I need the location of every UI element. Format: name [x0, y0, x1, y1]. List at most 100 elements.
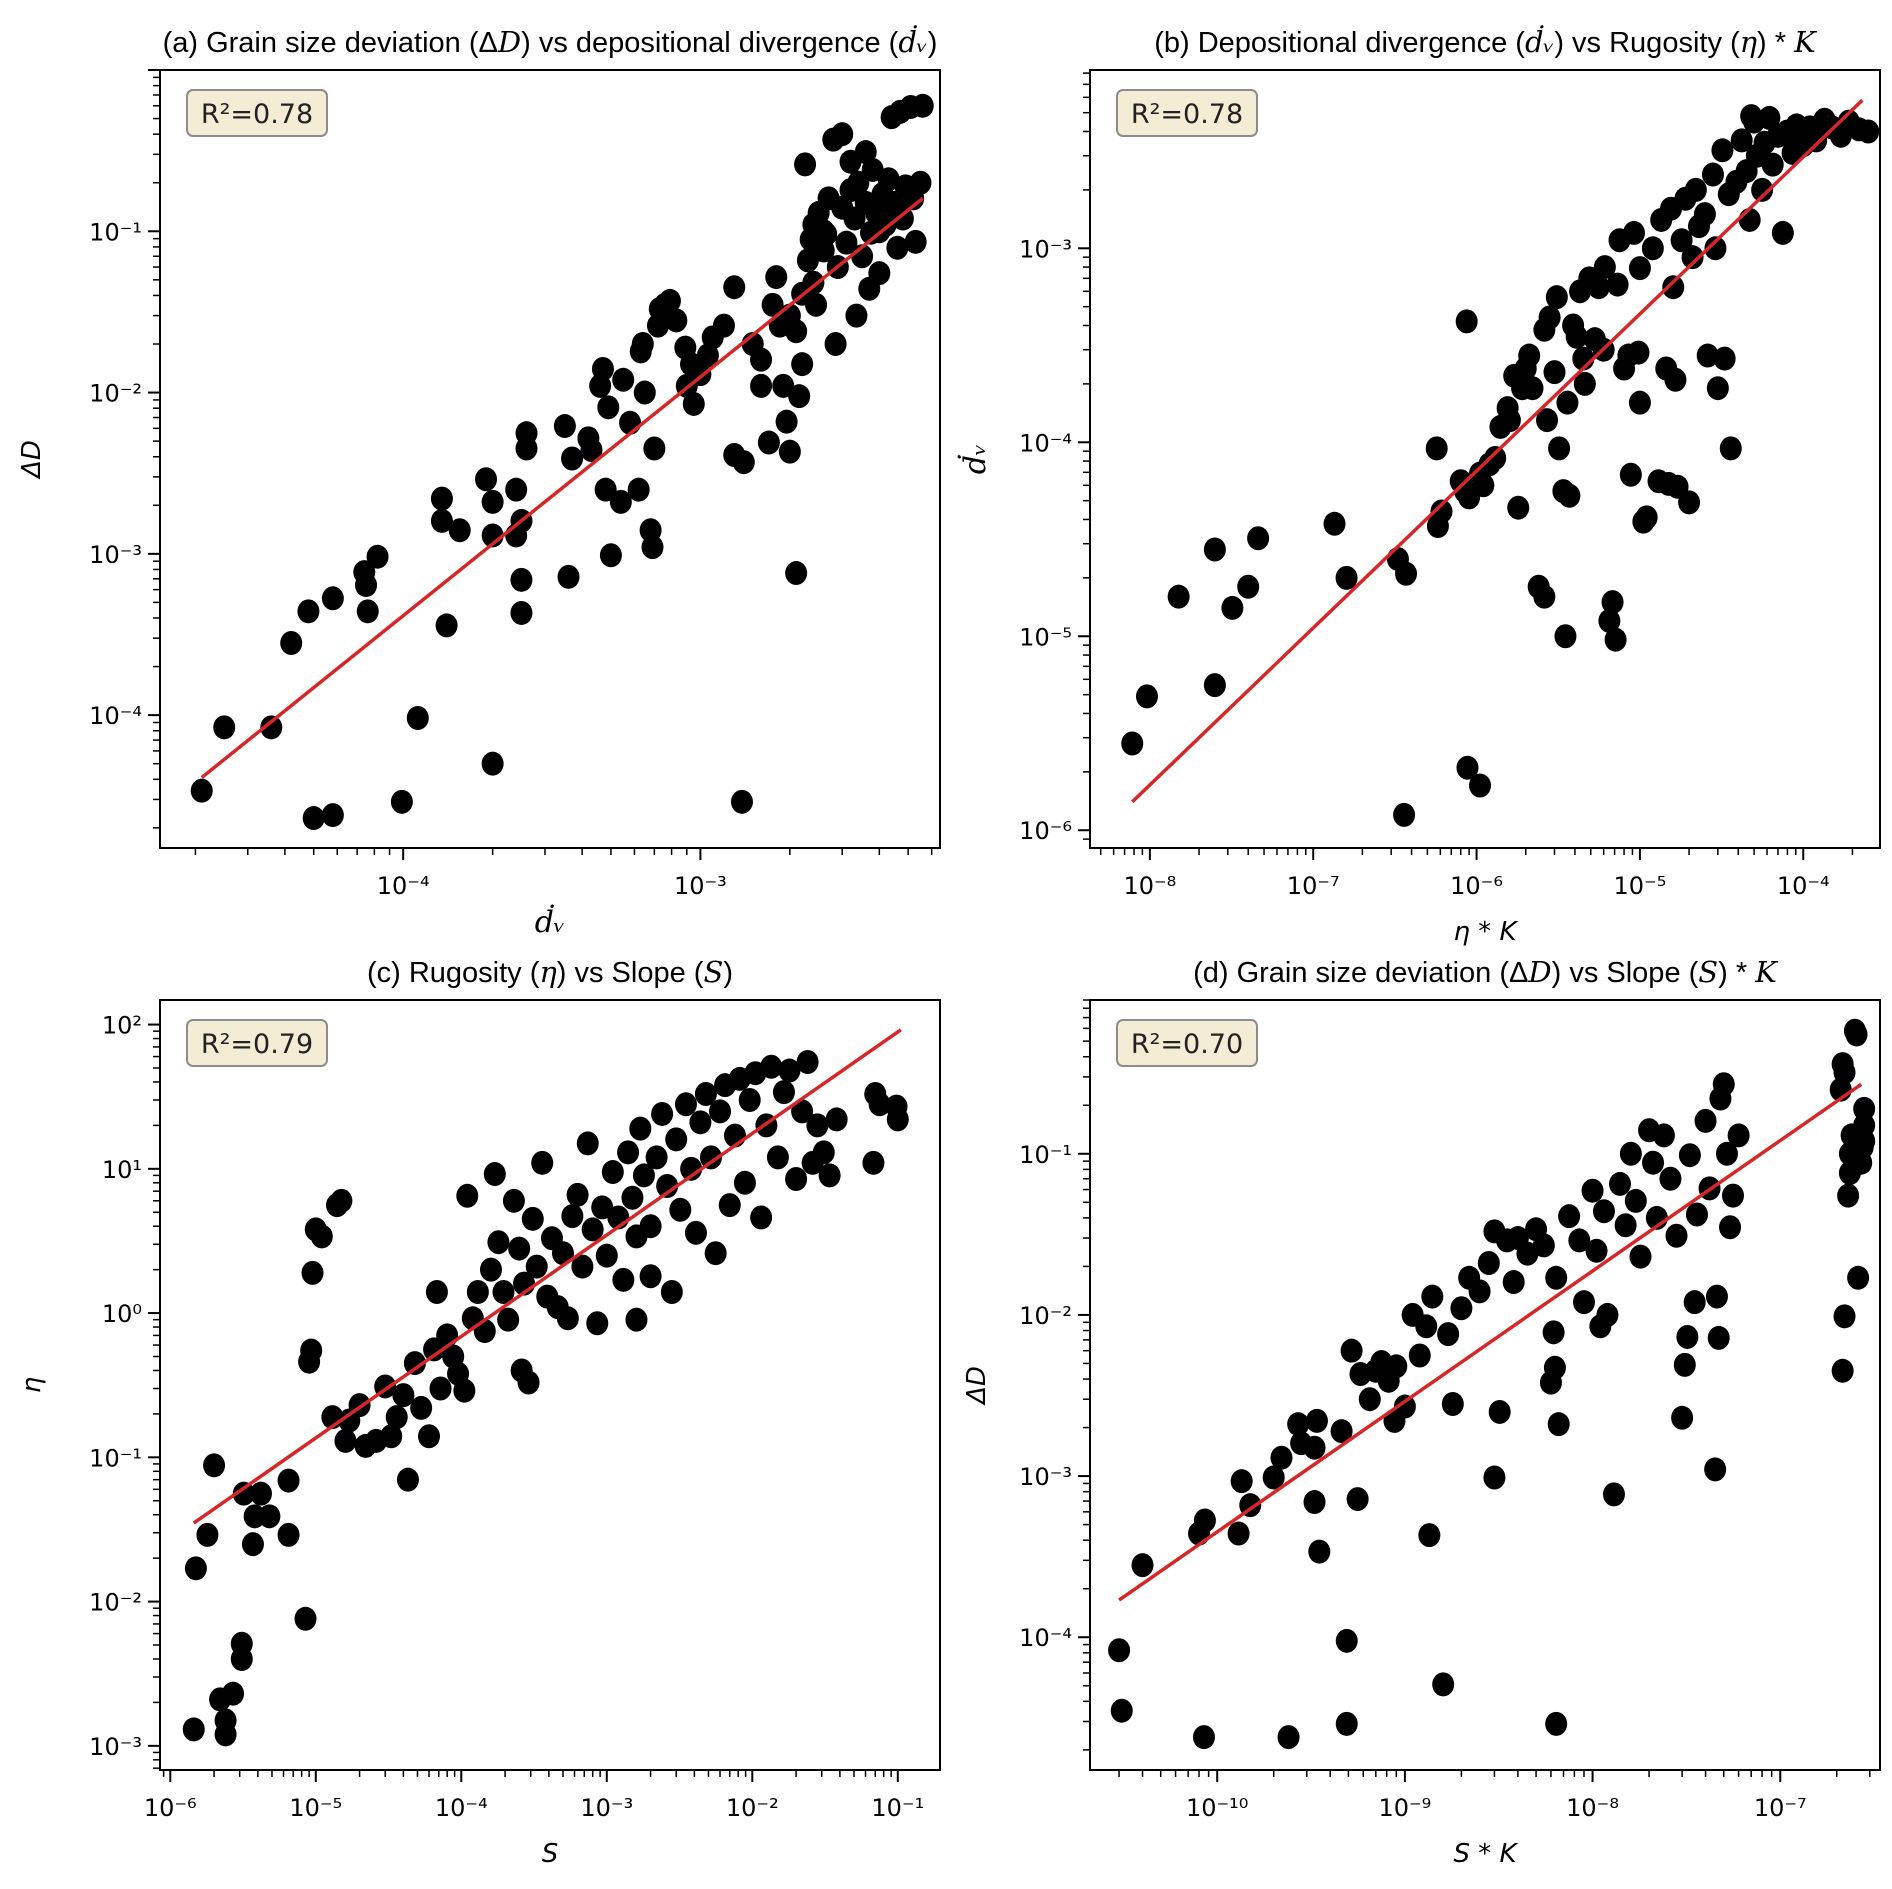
- data-point: [1592, 1199, 1615, 1224]
- data-point: [1335, 1628, 1358, 1653]
- data-point: [845, 303, 868, 328]
- data-point: [1483, 1219, 1506, 1244]
- data-point: [1203, 537, 1226, 562]
- x-tick-label: 10⁻⁴: [377, 872, 430, 900]
- y-tick-label: 10⁻²: [89, 1589, 142, 1617]
- data-point: [557, 564, 580, 589]
- data-point: [1622, 220, 1645, 245]
- data-point: [466, 1279, 489, 1304]
- data-point: [632, 1163, 655, 1188]
- panel-title: (d) Grain size deviation (ΔD) vs Slope (…: [1193, 955, 1779, 989]
- data-point: [521, 1206, 544, 1231]
- data-point: [1358, 1387, 1381, 1412]
- data-point: [1608, 1171, 1631, 1196]
- data-point: [1323, 511, 1346, 536]
- data-point: [1665, 1223, 1688, 1248]
- data-point: [1704, 1457, 1727, 1482]
- data-point: [909, 170, 932, 195]
- x-tick-label: 10⁻¹⁰: [1186, 1794, 1248, 1822]
- data-point: [785, 561, 808, 586]
- data-point: [709, 1099, 732, 1124]
- data-point: [1498, 408, 1521, 433]
- data-point: [1568, 1228, 1591, 1253]
- data-point: [1543, 1355, 1566, 1380]
- data-point: [1601, 590, 1624, 615]
- data-point: [280, 631, 303, 656]
- data-point: [1673, 1352, 1696, 1377]
- data-point: [531, 1150, 554, 1175]
- data-point: [1712, 1072, 1735, 1097]
- data-point: [791, 352, 814, 377]
- scatter-points: [190, 93, 934, 831]
- data-point: [641, 535, 664, 560]
- data-point: [1704, 236, 1727, 261]
- data-point: [660, 1279, 683, 1304]
- data-point: [294, 1606, 317, 1631]
- data-point: [406, 705, 429, 730]
- data-point: [1270, 1445, 1293, 1470]
- data-point: [1596, 1302, 1619, 1327]
- data-point: [396, 1467, 419, 1492]
- data-point: [854, 140, 877, 165]
- x-tick-label: 10⁻⁹: [1378, 1794, 1431, 1822]
- data-point: [505, 477, 528, 502]
- data-point: [812, 1140, 835, 1165]
- x-tick-label: 10⁻³: [580, 1794, 633, 1822]
- data-point: [310, 1224, 333, 1249]
- data-point: [1330, 1419, 1353, 1444]
- data-point: [430, 486, 453, 511]
- data-point: [788, 384, 811, 409]
- data-point: [580, 438, 603, 463]
- data-point: [571, 1254, 594, 1279]
- panel-title: (c) Rugosity (η) vs Slope (S): [367, 955, 733, 989]
- r-squared-annotation: R²=0.70: [1116, 1019, 1258, 1067]
- data-point: [886, 1107, 909, 1132]
- data-point: [436, 1323, 459, 1348]
- data-point: [1131, 1553, 1154, 1578]
- data-point: [1456, 755, 1479, 780]
- data-point: [645, 1145, 668, 1170]
- data-point: [1415, 1314, 1438, 1339]
- data-point: [1641, 236, 1664, 261]
- data-point: [597, 395, 620, 420]
- data-point: [182, 1717, 205, 1742]
- x-tick-label: 10⁻⁶: [1450, 872, 1503, 900]
- panel-title: (a) Grain size deviation (ΔD) vs deposit…: [163, 24, 938, 59]
- regression-line: [192, 1028, 902, 1525]
- data-point: [665, 308, 688, 333]
- data-point: [1538, 305, 1561, 330]
- data-point: [1418, 1523, 1441, 1548]
- data-point: [1303, 1490, 1326, 1515]
- data-point: [1545, 1265, 1568, 1290]
- data-point: [1547, 1412, 1570, 1437]
- data-point: [1707, 1325, 1730, 1350]
- x-axis-label: ḋᵥ: [535, 904, 565, 940]
- data-point: [643, 436, 666, 461]
- y-tick-label: 10⁻³: [1019, 235, 1072, 263]
- data-point: [553, 414, 576, 439]
- data-point: [479, 1257, 502, 1282]
- data-point: [1545, 285, 1568, 310]
- y-tick-label: 10⁻²: [89, 380, 142, 408]
- r-squared-annotation: R²=0.78: [1116, 89, 1258, 137]
- data-point: [750, 1205, 773, 1230]
- data-point: [586, 1311, 609, 1336]
- data-point: [1738, 207, 1761, 232]
- data-point: [1831, 1358, 1854, 1383]
- data-point: [1664, 367, 1687, 392]
- data-point: [385, 1405, 408, 1430]
- y-axis-label: ḋᵥ: [957, 444, 993, 474]
- data-point: [1441, 1392, 1464, 1417]
- data-point: [1230, 1469, 1253, 1494]
- data-point: [1719, 1215, 1742, 1240]
- y-tick-label: 10²: [102, 1012, 142, 1040]
- data-point: [1554, 624, 1577, 649]
- data-point: [712, 313, 735, 338]
- data-point: [1237, 574, 1260, 599]
- data-point: [825, 1107, 848, 1132]
- data-point: [302, 806, 325, 831]
- data-point: [1619, 1141, 1642, 1166]
- data-point: [1624, 1188, 1647, 1213]
- data-point: [791, 1099, 814, 1124]
- x-tick-label: 10⁻⁵: [289, 1794, 342, 1822]
